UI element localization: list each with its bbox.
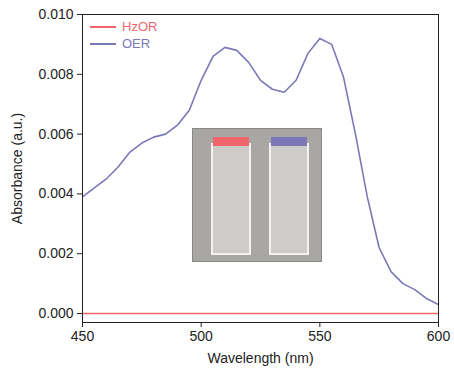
svg-text:0.004: 0.004 [38, 185, 73, 201]
svg-text:500: 500 [189, 328, 213, 344]
svg-text:550: 550 [308, 328, 332, 344]
svg-text:0.006: 0.006 [38, 126, 73, 142]
html-text:OER: OER [122, 36, 151, 51]
svg-text:Wavelength (nm): Wavelength (nm) [207, 350, 313, 366]
svg-text:450: 450 [71, 328, 95, 344]
svg-text:600: 600 [427, 328, 451, 344]
html-text:HzOR: HzOR [122, 19, 158, 34]
svg-text:0.010: 0.010 [38, 6, 73, 22]
svg-text:0.000: 0.000 [38, 305, 73, 321]
svg-text:0.008: 0.008 [38, 66, 73, 82]
svg-text:Absorbance (a.u.): Absorbance (a.u.) [9, 113, 25, 224]
svg-text:0.002: 0.002 [38, 245, 73, 261]
